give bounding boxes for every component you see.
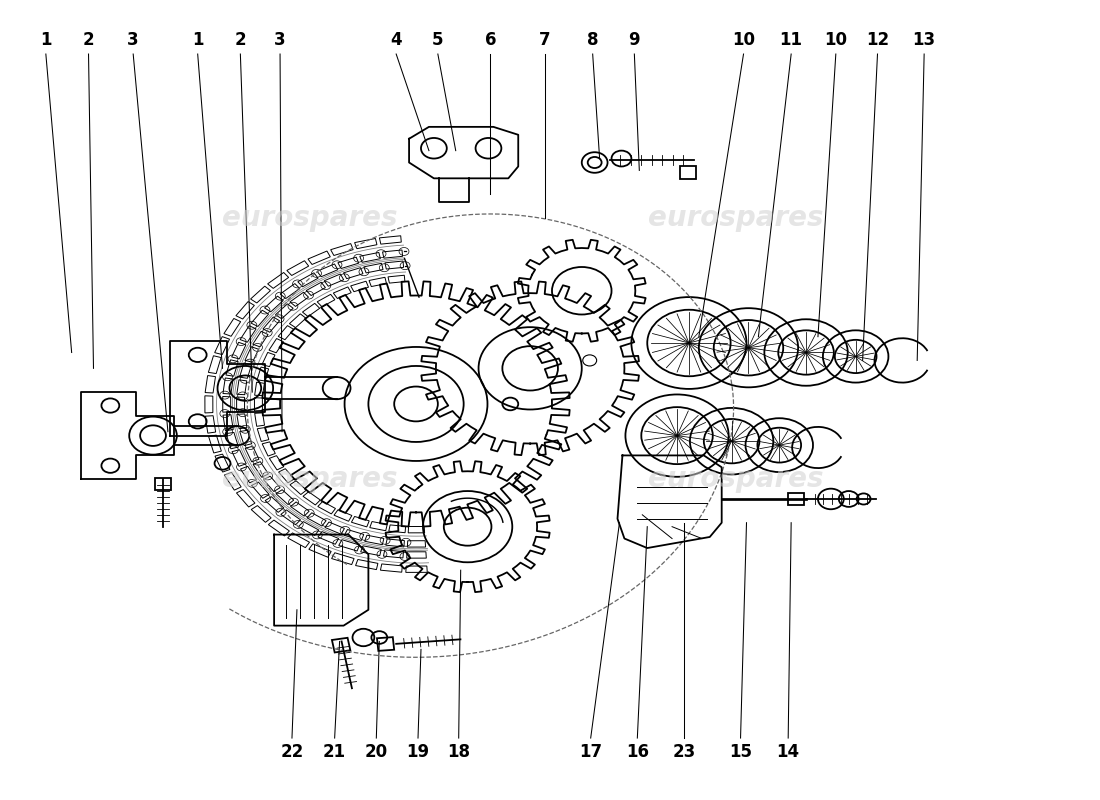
Text: 17: 17 — [579, 743, 603, 762]
Text: 23: 23 — [672, 743, 695, 762]
Text: 10: 10 — [824, 30, 847, 49]
Text: 22: 22 — [280, 743, 304, 762]
Text: 12: 12 — [866, 30, 889, 49]
Circle shape — [583, 355, 596, 366]
Circle shape — [503, 398, 518, 410]
Text: 3: 3 — [128, 30, 139, 49]
Text: 10: 10 — [732, 30, 755, 49]
Text: 6: 6 — [485, 30, 496, 49]
Bar — [377, 637, 394, 651]
Text: 7: 7 — [539, 30, 551, 49]
Text: 1: 1 — [191, 30, 204, 49]
Text: 1: 1 — [40, 30, 52, 49]
Text: 16: 16 — [626, 743, 649, 762]
Text: 15: 15 — [729, 743, 752, 762]
Text: 2: 2 — [82, 30, 95, 49]
Bar — [680, 166, 696, 179]
Text: 14: 14 — [777, 743, 800, 762]
Text: 19: 19 — [406, 743, 430, 762]
Text: 2: 2 — [234, 30, 246, 49]
Text: 8: 8 — [587, 30, 598, 49]
Text: 20: 20 — [365, 743, 388, 762]
Text: eurospares: eurospares — [222, 204, 397, 232]
Bar — [332, 638, 350, 653]
Text: 13: 13 — [913, 30, 936, 49]
Text: 21: 21 — [323, 743, 346, 762]
Text: 3: 3 — [274, 30, 286, 49]
Bar — [155, 478, 170, 490]
Text: 5: 5 — [432, 30, 443, 49]
Text: eurospares: eurospares — [648, 204, 823, 232]
Text: 18: 18 — [448, 743, 470, 762]
Bar — [789, 493, 804, 506]
Text: 11: 11 — [780, 30, 803, 49]
Text: 4: 4 — [390, 30, 402, 49]
Text: eurospares: eurospares — [222, 465, 397, 493]
Text: 9: 9 — [628, 30, 640, 49]
Text: eurospares: eurospares — [648, 465, 823, 493]
